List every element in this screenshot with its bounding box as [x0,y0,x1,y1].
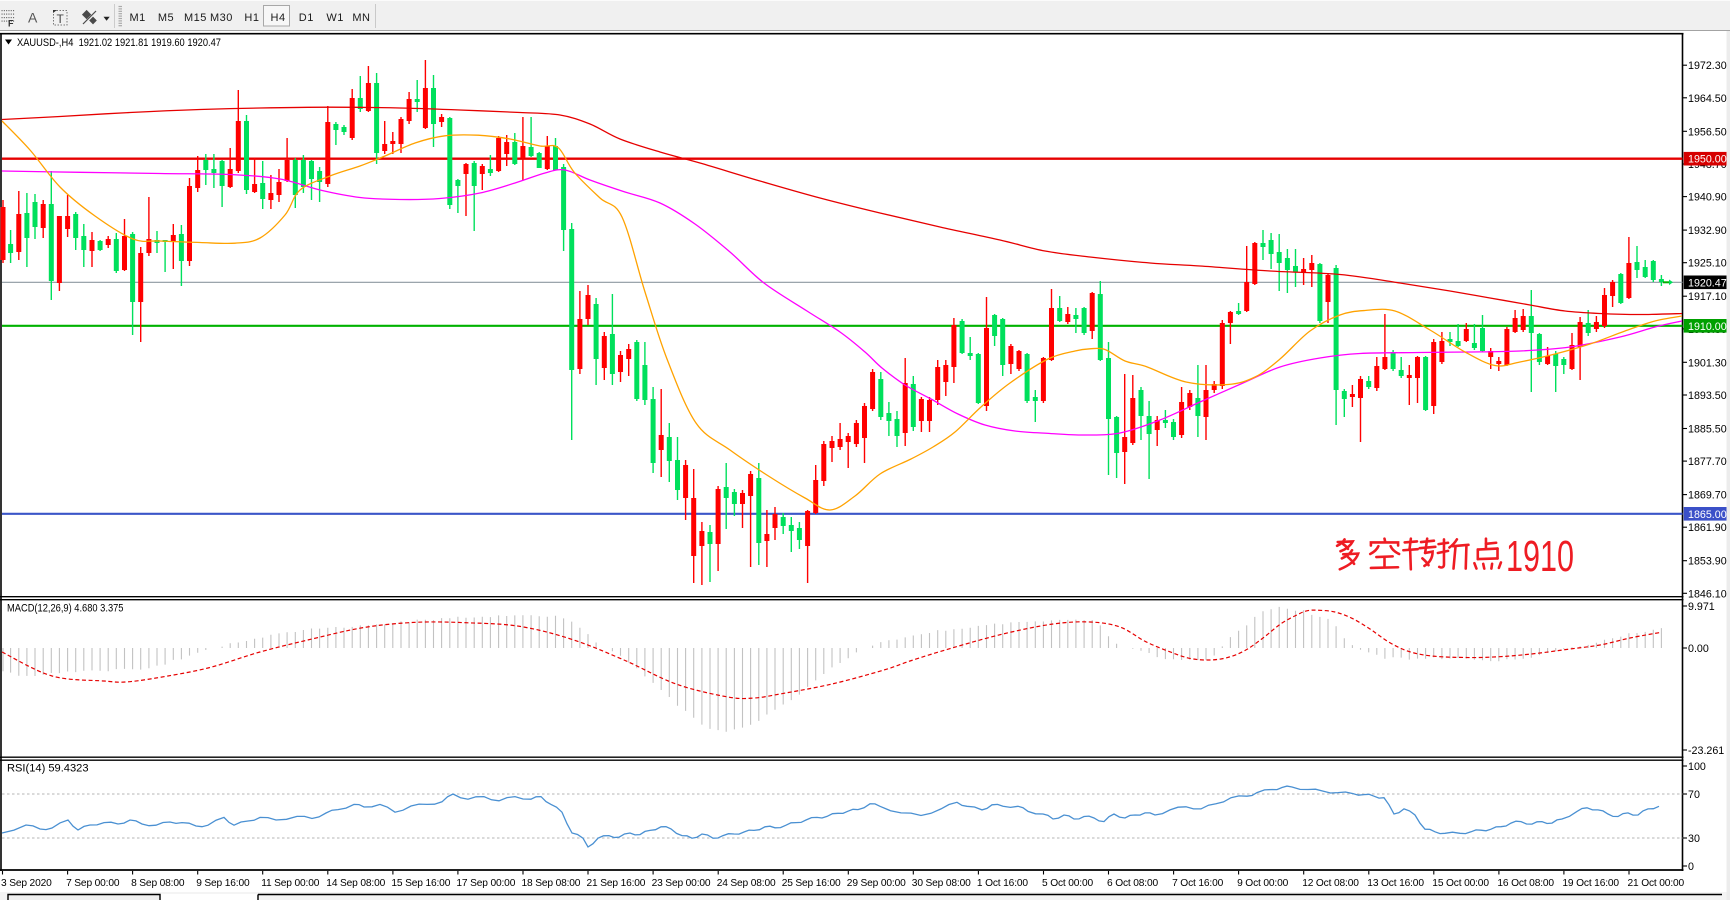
svg-text:1885.50: 1885.50 [1688,424,1727,436]
svg-text:25 Sep 16:00: 25 Sep 16:00 [782,878,841,889]
svg-text:H1: H1 [244,12,259,24]
svg-text:F: F [8,19,14,29]
svg-text:17 Sep 00:00: 17 Sep 00:00 [456,878,515,889]
svg-text:D1: D1 [299,12,314,24]
svg-text:T: T [57,12,65,26]
svg-text:70: 70 [1688,789,1700,801]
svg-text:1917.10: 1917.10 [1688,291,1727,303]
svg-text:M5: M5 [158,12,174,24]
svg-text:1932.90: 1932.90 [1688,225,1727,237]
svg-text:A: A [28,10,38,26]
svg-text:16 Oct 08:00: 16 Oct 08:00 [1497,878,1554,889]
svg-text:11 Sep 00:00: 11 Sep 00:00 [261,878,320,889]
svg-text:M1: M1 [130,12,146,24]
svg-text:RSI(14) 59.4323: RSI(14) 59.4323 [7,763,89,775]
svg-text:9.971: 9.971 [1688,601,1715,613]
svg-text:21 Oct 00:00: 21 Oct 00:00 [1628,878,1685,889]
svg-text:1950.00: 1950.00 [1688,154,1727,166]
svg-text:9 Sep 16:00: 9 Sep 16:00 [196,878,250,889]
svg-text:1853.90: 1853.90 [1688,556,1727,568]
svg-text:1920.47: 1920.47 [1688,277,1727,289]
svg-text:6 Oct 08:00: 6 Oct 08:00 [1107,878,1159,889]
svg-text:13 Oct 16:00: 13 Oct 16:00 [1367,878,1424,889]
svg-text:7 Sep 00:00: 7 Sep 00:00 [66,878,120,889]
svg-text:15 Sep 16:00: 15 Sep 16:00 [391,878,450,889]
svg-text:100: 100 [1688,761,1706,773]
svg-text:8 Sep 08:00: 8 Sep 08:00 [131,878,185,889]
svg-text:1877.70: 1877.70 [1688,456,1727,468]
svg-text:1901.30: 1901.30 [1688,357,1727,369]
svg-text:0: 0 [1688,861,1694,873]
svg-text:24 Sep 08:00: 24 Sep 08:00 [717,878,776,889]
svg-text:1940.90: 1940.90 [1688,192,1727,204]
svg-text:14 Sep 08:00: 14 Sep 08:00 [326,878,385,889]
svg-text:30 Sep 08:00: 30 Sep 08:00 [912,878,971,889]
svg-text:1925.10: 1925.10 [1688,258,1727,270]
svg-text:9 Oct 00:00: 9 Oct 00:00 [1237,878,1289,889]
svg-text:1861.90: 1861.90 [1688,522,1727,534]
svg-text:21 Sep 16:00: 21 Sep 16:00 [587,878,646,889]
svg-text:H4: H4 [271,12,286,24]
svg-text:1846.10: 1846.10 [1688,588,1727,600]
svg-text:15 Oct 00:00: 15 Oct 00:00 [1432,878,1489,889]
svg-text:MACD(12,26,9) 4.680 3.375: MACD(12,26,9) 4.680 3.375 [7,603,124,615]
svg-text:1964.50: 1964.50 [1688,93,1727,105]
svg-text:XAUUSD-,H4 1921.02 1921.81 19: XAUUSD-,H4 1921.02 1921.81 1919.60 1920.… [17,37,221,49]
svg-text:18 Sep 08:00: 18 Sep 08:00 [522,878,581,889]
svg-text:5 Oct 00:00: 5 Oct 00:00 [1042,878,1094,889]
svg-text:7 Oct 16:00: 7 Oct 16:00 [1172,878,1224,889]
svg-text:30: 30 [1688,833,1700,845]
svg-text:3 Sep 2020: 3 Sep 2020 [1,878,52,889]
svg-text:29 Sep 00:00: 29 Sep 00:00 [847,878,906,889]
svg-text:1910: 1910 [1506,532,1574,581]
svg-text:1865.00: 1865.00 [1688,509,1727,521]
svg-text:1 Oct 16:00: 1 Oct 16:00 [977,878,1029,889]
svg-text:M15: M15 [184,12,207,24]
svg-text:M30: M30 [210,12,233,24]
svg-text:1893.50: 1893.50 [1688,390,1727,402]
svg-text:23 Sep 00:00: 23 Sep 00:00 [652,878,711,889]
svg-text:MN: MN [352,12,370,24]
svg-text:1910.00: 1910.00 [1688,321,1727,333]
svg-text:1869.70: 1869.70 [1688,490,1727,502]
svg-text:12 Oct 08:00: 12 Oct 08:00 [1302,878,1359,889]
svg-text:-23.261: -23.261 [1688,745,1724,757]
svg-text:1956.50: 1956.50 [1688,126,1727,138]
svg-text:0.00: 0.00 [1688,643,1709,655]
svg-text:1972.30: 1972.30 [1688,60,1727,72]
svg-text:W1: W1 [326,12,344,24]
svg-text:19 Oct 16:00: 19 Oct 16:00 [1562,878,1619,889]
